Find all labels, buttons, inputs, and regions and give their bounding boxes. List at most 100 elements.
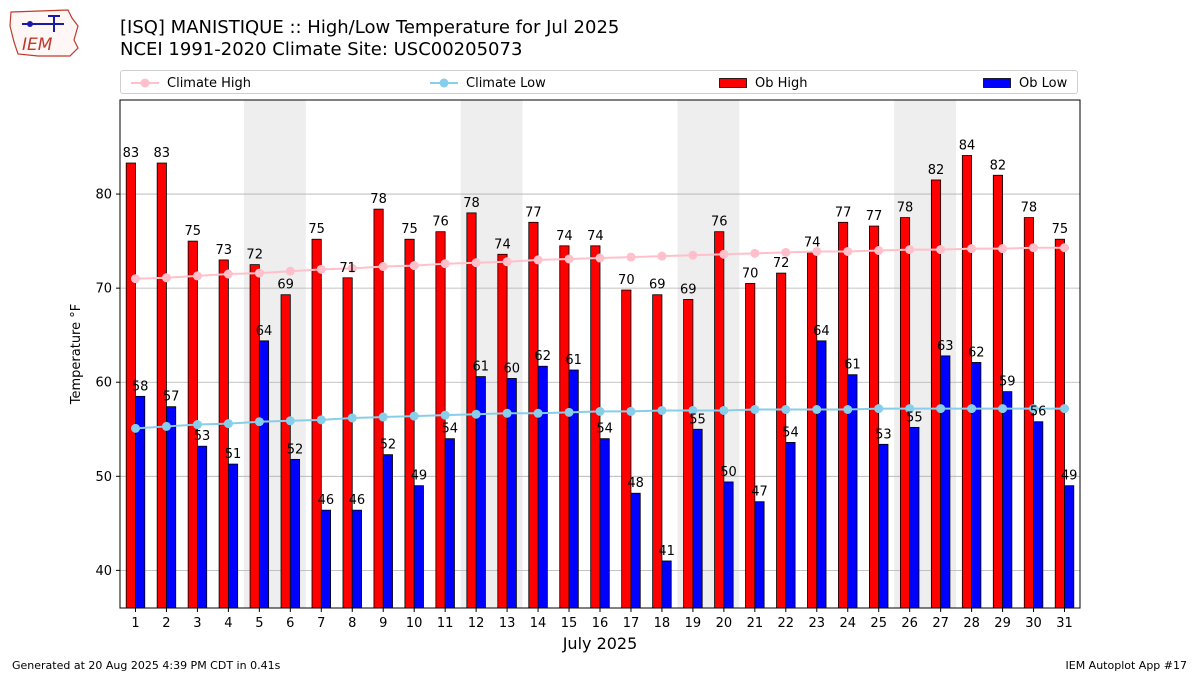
x-tick-label: 24 <box>839 616 856 631</box>
ob-low-label: 49 <box>1061 469 1078 484</box>
ob-high-bar <box>497 253 508 609</box>
ob-low-label: 49 <box>411 469 428 484</box>
ob-high-bar <box>621 289 632 609</box>
climate-low-point <box>192 420 202 430</box>
ob-high-bar <box>404 238 415 609</box>
x-tick-label: 21 <box>747 616 764 631</box>
ob-high-label: 74 <box>587 229 604 244</box>
ob-low-bar <box>878 443 889 609</box>
ob-low-bar <box>940 355 951 609</box>
x-tick-label: 8 <box>348 616 356 631</box>
ob-high-label: 84 <box>959 139 976 154</box>
x-tick-label: 14 <box>530 616 547 631</box>
ob-high-label: 77 <box>525 205 542 220</box>
ob-low-label: 52 <box>287 442 304 457</box>
ob-high-label: 70 <box>742 266 759 281</box>
ob-high-bar <box>807 251 818 609</box>
ob-high-label: 76 <box>432 215 449 230</box>
ob-low-bar <box>537 365 548 609</box>
ob-high-bar <box>745 283 756 609</box>
ob-high-bar <box>218 259 229 609</box>
legend-label-ob-low: Ob Low <box>1019 75 1068 91</box>
ob-low-bar <box>754 501 765 609</box>
climate-low-point <box>347 413 357 423</box>
climate-high-point <box>1029 243 1039 253</box>
ob-high-swatch <box>719 78 747 88</box>
ob-low-label: 62 <box>534 349 551 364</box>
x-tick-label: 12 <box>468 616 485 631</box>
climate-high-point <box>285 266 295 276</box>
climate-low-point <box>812 405 822 415</box>
climate-low-point <box>595 406 605 416</box>
ob-low-bar <box>258 340 270 609</box>
bar-labels: 83 58 83 57 75 53 73 51 72 64 69 52 75 46 71 46 78 52 75 49… <box>123 139 1078 559</box>
ob-low-label: 59 <box>999 375 1016 390</box>
x-tick-label: 25 <box>870 616 887 631</box>
ob-low-label: 62 <box>968 345 985 360</box>
climate-low-point <box>905 404 915 414</box>
y-tick-label: 80 <box>95 188 112 203</box>
climate-high-swatch <box>131 78 159 88</box>
ob-high-label: 83 <box>123 146 140 161</box>
ob-low-swatch <box>983 78 1011 88</box>
ob-high-bar <box>435 231 446 609</box>
ob-low-bar <box>909 426 920 609</box>
ob-high-bar <box>930 179 942 609</box>
ob-low-bar <box>197 445 208 609</box>
ob-low-bar <box>1033 421 1044 609</box>
ob-high-label: 73 <box>215 243 232 258</box>
legend-label-climate-low: Climate Low <box>466 75 546 91</box>
climate-low-point <box>843 405 853 415</box>
ob-low-bar <box>971 362 982 609</box>
ob-low-label: 51 <box>225 447 242 462</box>
climate-high-point <box>223 269 233 279</box>
ob-low-bar <box>599 438 610 609</box>
y-tick-label: 60 <box>95 376 112 391</box>
ob-low-bar <box>816 340 827 609</box>
climate-low-point <box>750 405 760 415</box>
ob-high-label: 74 <box>494 237 511 252</box>
climate-low-point <box>936 404 946 414</box>
x-tick-label: 23 <box>809 616 826 631</box>
ob-low-bar <box>351 509 362 609</box>
footer-generated-text: Generated at 20 Aug 2025 4:39 PM CDT in … <box>12 659 281 672</box>
ob-high-label: 78 <box>370 192 387 207</box>
ob-low-bar <box>568 369 579 609</box>
ob-high-bar <box>683 299 694 609</box>
x-tick-label: 9 <box>379 616 387 631</box>
x-tick-label: 19 <box>685 616 702 631</box>
climate-high-point <box>843 246 853 256</box>
climate-high-point <box>998 244 1008 254</box>
climate-low-point <box>967 404 977 414</box>
ob-low-bar <box>723 481 734 609</box>
x-tick-label: 30 <box>1025 616 1042 631</box>
ob-high-bar <box>342 277 353 609</box>
ob-low-label: 64 <box>256 324 273 339</box>
ob-low-label: 53 <box>194 429 211 444</box>
climate-high-point <box>781 247 791 257</box>
ob-high-bar <box>714 231 725 609</box>
ob-low-bar <box>661 560 672 609</box>
ob-high-bar <box>249 264 260 609</box>
ob-high-label: 69 <box>277 278 294 293</box>
ob-low-label: 61 <box>844 358 861 373</box>
climate-high-point <box>502 257 512 267</box>
ob-high-label: 77 <box>835 205 852 220</box>
climate-high-point <box>130 274 140 284</box>
x-tick-label: 15 <box>561 616 578 631</box>
ob-low-label: 52 <box>380 438 397 453</box>
legend-label-climate-high: Climate High <box>167 75 252 91</box>
ob-high-label: 82 <box>990 158 1007 173</box>
climate-high-point <box>533 255 543 265</box>
climate-low-point <box>502 408 512 418</box>
x-axis-label: July 2025 <box>562 634 638 653</box>
climate-low-point <box>564 407 574 417</box>
climate-high-point <box>936 245 946 255</box>
x-tick-label: 2 <box>162 616 170 631</box>
climate-low-point <box>719 405 729 415</box>
x-tick-label: 28 <box>963 616 980 631</box>
climate-high-point <box>161 273 171 283</box>
ob-high-bar <box>776 272 787 609</box>
ob-high-label: 77 <box>866 209 883 224</box>
climate-low-point <box>626 406 636 416</box>
